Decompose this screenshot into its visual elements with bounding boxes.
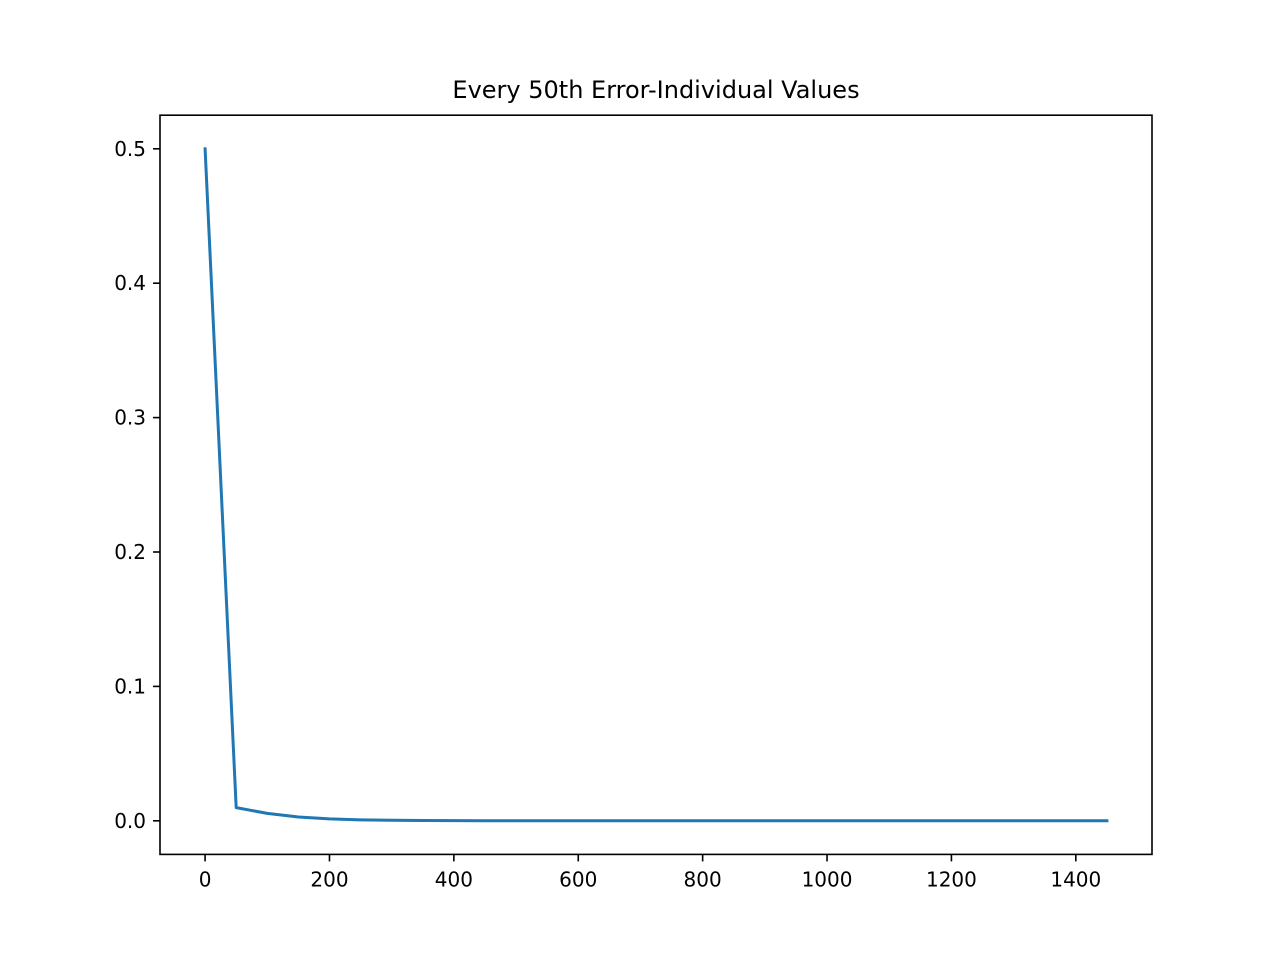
x-tick-label: 1000 (802, 867, 853, 891)
y-tick-label: 0.5 (114, 137, 146, 161)
y-tick-label: 0.0 (114, 809, 146, 833)
x-tick-label: 0 (199, 867, 212, 891)
plot-frame (159, 114, 1153, 856)
x-tick-label: 600 (559, 867, 597, 891)
x-tick-label: 400 (435, 867, 473, 891)
y-tick-label: 0.3 (114, 406, 146, 430)
x-axis: 0 200 400 600 800 1000 1200 1400 (199, 854, 1101, 891)
y-tick-label: 0.4 (114, 271, 146, 295)
x-tick-label: 1400 (1050, 867, 1101, 891)
x-tick-label: 1200 (926, 867, 977, 891)
chart-title: Every 50th Error-Individual Values (452, 76, 859, 104)
y-tick-label: 0.1 (114, 674, 146, 698)
plot-area (203, 147, 1109, 823)
y-tick-label: 0.2 (114, 540, 146, 564)
x-tick-label: 800 (684, 867, 722, 891)
y-axis: 0.0 0.1 0.2 0.3 0.4 0.5 (114, 137, 160, 833)
series-line (203, 147, 1109, 823)
x-tick-label: 200 (310, 867, 348, 891)
